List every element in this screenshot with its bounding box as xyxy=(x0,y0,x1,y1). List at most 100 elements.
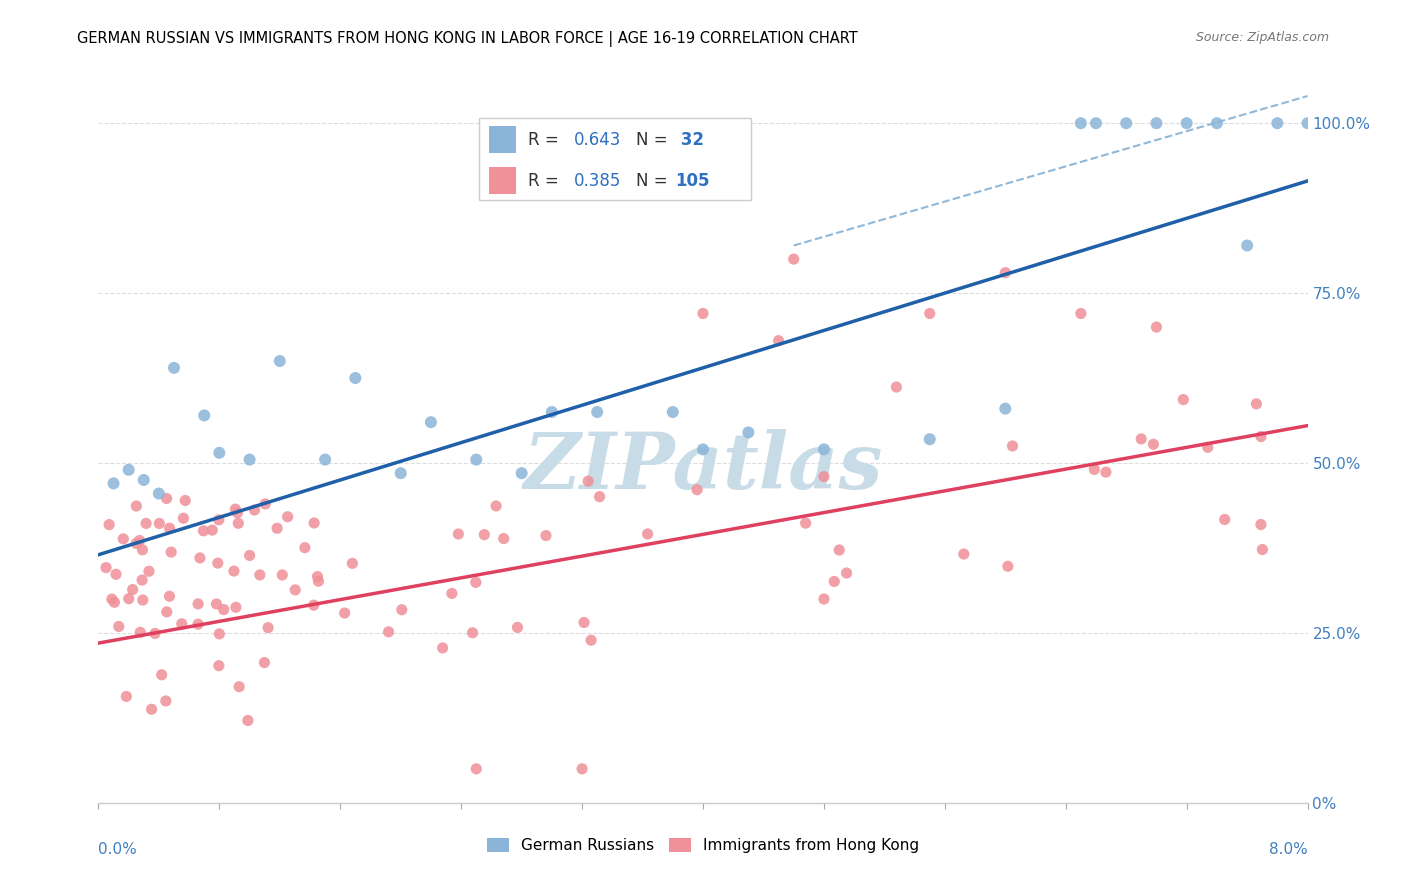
Text: 32: 32 xyxy=(675,131,704,149)
Text: 105: 105 xyxy=(675,171,710,189)
Point xyxy=(813,442,835,457)
Point xyxy=(104,567,127,582)
Point xyxy=(389,466,412,480)
Point xyxy=(170,616,193,631)
Point xyxy=(571,762,593,776)
Point xyxy=(1130,432,1153,446)
Text: N =: N = xyxy=(637,171,673,189)
Point xyxy=(271,568,294,582)
FancyBboxPatch shape xyxy=(479,118,751,200)
Point xyxy=(132,593,155,607)
Point xyxy=(172,511,194,525)
Point xyxy=(148,486,170,500)
Point xyxy=(1070,116,1092,130)
Point xyxy=(1267,116,1289,130)
Point xyxy=(159,521,181,535)
Point xyxy=(465,452,488,467)
Point xyxy=(129,625,152,640)
Point xyxy=(131,573,153,587)
Point xyxy=(918,306,941,320)
Point xyxy=(201,523,224,537)
Point xyxy=(128,533,150,548)
Point xyxy=(193,409,215,423)
Point xyxy=(107,619,129,633)
Point xyxy=(813,592,835,607)
Legend: German Russians, Immigrants from Hong Kong: German Russians, Immigrants from Hong Ko… xyxy=(481,832,925,859)
Point xyxy=(1173,392,1195,407)
Text: GERMAN RUSSIAN VS IMMIGRANTS FROM HONG KONG IN LABOR FORCE | AGE 16-19 CORRELATI: GERMAN RUSSIAN VS IMMIGRANTS FROM HONG K… xyxy=(77,31,858,47)
Point xyxy=(344,371,367,385)
Point xyxy=(148,516,170,531)
Text: 0.0%: 0.0% xyxy=(98,842,138,856)
Point xyxy=(918,432,941,446)
Point xyxy=(224,502,246,516)
Point xyxy=(193,524,215,538)
Point xyxy=(208,658,231,673)
Point xyxy=(1146,320,1168,334)
Point xyxy=(118,591,141,606)
Point xyxy=(239,452,262,467)
Text: 0.643: 0.643 xyxy=(574,131,621,149)
Point xyxy=(1213,512,1236,526)
Point xyxy=(138,564,160,578)
Point xyxy=(212,602,235,616)
Point xyxy=(661,405,683,419)
Point xyxy=(156,605,179,619)
Point xyxy=(510,466,533,480)
Point xyxy=(420,415,443,429)
Point xyxy=(208,446,231,460)
Point xyxy=(1197,440,1219,454)
Point xyxy=(432,640,454,655)
Point xyxy=(239,549,262,563)
Point xyxy=(492,532,515,546)
Point xyxy=(302,516,325,530)
Point xyxy=(155,694,177,708)
Text: R =: R = xyxy=(527,131,564,149)
Point xyxy=(828,543,851,558)
Point xyxy=(132,473,155,487)
Point xyxy=(226,516,249,531)
Point xyxy=(994,401,1017,416)
Point xyxy=(205,597,228,611)
Point xyxy=(1115,116,1137,130)
Point xyxy=(94,560,117,574)
Point xyxy=(692,306,714,320)
Point xyxy=(886,380,908,394)
Point xyxy=(997,559,1019,574)
Point xyxy=(187,617,209,632)
Point xyxy=(783,252,806,266)
Point xyxy=(1070,306,1092,320)
Point xyxy=(266,521,288,535)
Point xyxy=(506,620,529,634)
Point xyxy=(686,483,709,497)
Point xyxy=(768,334,790,348)
Point xyxy=(103,476,125,491)
Point xyxy=(125,536,148,550)
Point xyxy=(572,615,595,630)
Point xyxy=(121,582,143,597)
Point xyxy=(472,527,495,541)
Point xyxy=(225,600,247,615)
Point xyxy=(1236,238,1258,252)
Point xyxy=(159,589,181,603)
Point xyxy=(254,497,277,511)
Point xyxy=(187,597,209,611)
Point xyxy=(307,574,329,589)
Point xyxy=(461,625,484,640)
Point xyxy=(207,556,229,570)
Point xyxy=(994,266,1017,280)
Point xyxy=(464,575,486,590)
Point xyxy=(118,463,141,477)
Point xyxy=(588,490,610,504)
Point xyxy=(692,442,714,457)
Point xyxy=(333,606,356,620)
Point xyxy=(485,499,508,513)
Point xyxy=(835,566,858,580)
Point xyxy=(637,527,659,541)
Point xyxy=(586,405,609,419)
Text: 8.0%: 8.0% xyxy=(1268,842,1308,856)
Point xyxy=(1146,116,1168,130)
Point xyxy=(794,516,817,530)
Point xyxy=(813,469,835,483)
Point xyxy=(579,633,602,648)
